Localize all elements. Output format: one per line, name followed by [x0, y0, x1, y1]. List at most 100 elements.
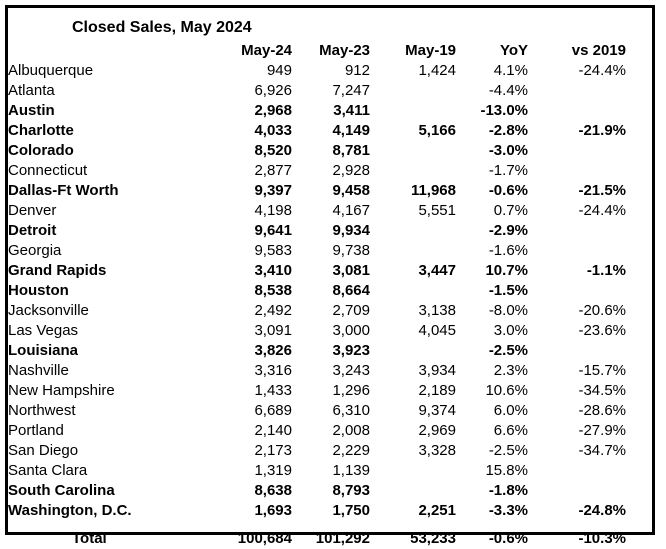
row-label-market: Grand Rapids — [8, 262, 107, 279]
cell-may23: 6,310 — [332, 402, 370, 419]
cell-may19 — [370, 141, 456, 161]
cell-may24: 2,173 — [254, 442, 292, 459]
cell-may19 — [370, 461, 456, 481]
cell-may19: 2,969 — [418, 422, 456, 439]
cell-may19 — [370, 281, 456, 301]
cell-may24: 2,877 — [254, 162, 292, 179]
cell-pad — [626, 61, 652, 81]
cell-may19 — [370, 221, 456, 241]
cell-pad — [626, 461, 652, 481]
cell-yoy: -3.0% — [488, 142, 528, 159]
column-header-yoy: YoY — [499, 42, 528, 59]
total-spacer — [8, 521, 652, 529]
cell-may24: 8,638 — [254, 482, 292, 499]
total-cell-may23: 101,292 — [315, 530, 370, 547]
table-row: South Carolina 8,638 8,793 -1.8% — [8, 481, 652, 501]
report-frame: Closed Sales, May 2024 May-24 May-23 May… — [5, 5, 655, 547]
cell-yoy: 15.8% — [485, 462, 528, 479]
cell-pad — [626, 81, 652, 101]
cell-may24: 6,689 — [254, 402, 292, 419]
table-row: Houston 8,538 8,664 -1.5% — [8, 281, 652, 301]
cell-pad — [626, 421, 652, 441]
cell-pad — [626, 441, 652, 461]
cell-yoy: 0.7% — [493, 202, 528, 219]
row-label-market: Jacksonville — [8, 302, 89, 319]
row-label-market: Dallas-Ft Worth — [8, 182, 119, 199]
table-header: May-24 May-23 May-19 YoY vs 2019 — [8, 41, 652, 61]
cell-pad — [626, 141, 652, 161]
table-row: Nashville 3,316 3,243 3,934 2.3% -15.7% — [8, 361, 652, 381]
column-header-may24: May-24 — [241, 42, 292, 59]
cell-may24: 3,316 — [254, 362, 292, 379]
row-label-market: Austin — [8, 102, 55, 119]
cell-may24: 6,926 — [254, 82, 292, 99]
cell-may24: 4,033 — [254, 122, 292, 139]
cell-may19: 5,166 — [418, 122, 456, 139]
closed-sales-table: May-24 May-23 May-19 YoY vs 2019 Albuque… — [8, 41, 652, 549]
column-header-vs2019: vs 2019 — [571, 42, 626, 59]
row-label-market: Northwest — [8, 402, 76, 419]
cell-pad — [626, 321, 652, 341]
cell-yoy: 6.6% — [493, 422, 528, 439]
cell-vs2019: -34.7% — [578, 442, 626, 459]
cell-vs2019: -21.9% — [578, 122, 626, 139]
table-row: Santa Clara 1,319 1,139 15.8% — [8, 461, 652, 481]
cell-pad — [626, 361, 652, 381]
cell-vs2019 — [528, 81, 626, 101]
cell-may23: 8,781 — [332, 142, 370, 159]
row-label-market: Nashville — [8, 362, 69, 379]
cell-may19: 11,968 — [410, 182, 456, 199]
cell-may23: 8,793 — [332, 482, 370, 499]
cell-pad — [626, 381, 652, 401]
row-label-market: Georgia — [8, 242, 62, 259]
cell-may19: 3,934 — [418, 362, 456, 379]
total-cell-may19: 53,233 — [410, 530, 456, 547]
row-label-market: Denver — [8, 202, 57, 219]
cell-may19 — [370, 341, 456, 361]
table-row: San Diego 2,173 2,229 3,328 -2.5% -34.7% — [8, 441, 652, 461]
cell-yoy: 10.7% — [485, 262, 528, 279]
cell-may19 — [370, 101, 456, 121]
row-label-market: Las Vegas — [8, 322, 79, 339]
cell-vs2019: -24.4% — [578, 202, 626, 219]
cell-vs2019 — [528, 101, 626, 121]
cell-yoy: -0.6% — [488, 182, 528, 199]
cell-may24: 3,410 — [254, 262, 292, 279]
cell-may23: 1,139 — [332, 462, 370, 479]
row-label-market: Santa Clara — [8, 462, 88, 479]
cell-vs2019 — [528, 281, 626, 301]
cell-yoy: -2.8% — [488, 122, 528, 139]
total-cell-yoy: -0.6% — [488, 530, 528, 547]
table-row: Grand Rapids 3,410 3,081 3,447 10.7% -1.1% — [8, 261, 652, 281]
cell-vs2019 — [528, 481, 626, 501]
cell-yoy: -1.5% — [488, 282, 528, 299]
table-row: Albuquerque 949 912 1,424 4.1% -24.4% — [8, 61, 652, 81]
table-body: Albuquerque 949 912 1,424 4.1% -24.4% Atlanta 6… — [8, 61, 652, 549]
table-row: Denver 4,198 4,167 5,551 0.7% -24.4% — [8, 201, 652, 221]
cell-may24: 1,693 — [254, 502, 292, 519]
total-cell-pad — [626, 529, 652, 549]
cell-may19 — [370, 481, 456, 501]
table-row: Washington, D.C. 1,693 1,750 2,251 -3.3% -24.… — [8, 501, 652, 521]
cell-may24: 3,091 — [254, 322, 292, 339]
cell-may24: 8,520 — [254, 142, 292, 159]
cell-may24: 949 — [266, 62, 292, 79]
cell-may19: 5,551 — [418, 202, 456, 219]
column-header-may23: May-23 — [319, 42, 370, 59]
cell-may19 — [370, 161, 456, 181]
cell-may23: 4,149 — [332, 122, 370, 139]
cell-yoy: 2.3% — [493, 362, 528, 379]
table-row: New Hampshire 1,433 1,296 2,189 10.6% -34.5% — [8, 381, 652, 401]
row-label-market: New Hampshire — [8, 382, 115, 399]
report-body: Closed Sales, May 2024 May-24 May-23 May… — [8, 8, 652, 547]
cell-may24: 9,397 — [254, 182, 292, 199]
cell-vs2019: -21.5% — [578, 182, 626, 199]
row-label-market: Washington, D.C. — [8, 502, 132, 519]
cell-may19 — [370, 241, 456, 261]
cell-yoy: -4.4% — [488, 82, 528, 99]
cell-vs2019: -27.9% — [578, 422, 626, 439]
cell-may24: 2,140 — [254, 422, 292, 439]
cell-may23: 7,247 — [332, 82, 370, 99]
cell-yoy: -8.0% — [488, 302, 528, 319]
cell-yoy: 3.0% — [493, 322, 528, 339]
